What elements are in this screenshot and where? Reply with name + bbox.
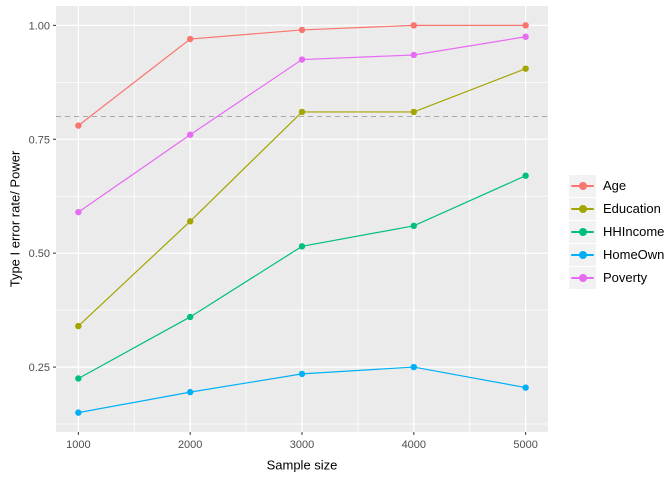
series-homeown — [75, 363, 529, 416]
data-point — [522, 65, 529, 72]
data-point — [75, 322, 82, 330]
data-point — [522, 172, 529, 179]
axis-ticks — [53, 24, 527, 435]
y-tick-label: 0.75 — [29, 134, 50, 146]
legend-item-hhincome: HHIncome — [569, 220, 664, 243]
legend-key-icon — [569, 174, 596, 197]
legend-item-age: Age — [569, 174, 664, 197]
series-education — [75, 65, 529, 330]
data-point — [522, 22, 529, 29]
legend-key-icon — [569, 197, 596, 220]
data-point — [298, 108, 306, 116]
legend-label: Poverty — [603, 270, 648, 285]
legend-label: HHIncome — [603, 224, 665, 239]
x-axis-title: Sample size — [266, 457, 338, 473]
data-point — [75, 409, 82, 416]
x-tick-label: 5000 — [513, 439, 537, 451]
series-age — [75, 22, 529, 129]
legend-item-education: Education — [569, 197, 664, 220]
legend-key-icon — [569, 266, 596, 289]
y-tick-label: 0.25 — [29, 362, 50, 374]
data-point — [186, 131, 194, 138]
legend-key-icon — [569, 220, 596, 243]
y-tick-label: 1.00 — [29, 20, 50, 32]
data-point — [298, 26, 306, 34]
x-tick-label: 1000 — [66, 439, 90, 451]
legend-label: Education — [603, 201, 661, 216]
data-point — [410, 51, 418, 59]
data-point — [75, 208, 82, 216]
legend-item-poverty: Poverty — [569, 266, 664, 289]
x-tick-label: 4000 — [402, 439, 426, 451]
data-point — [75, 122, 82, 129]
data-point — [186, 313, 194, 321]
x-tick-label: 3000 — [290, 439, 314, 451]
data-point — [186, 218, 194, 225]
legend-label: HomeOwn — [603, 247, 665, 262]
data-point — [186, 35, 194, 43]
data-point — [410, 222, 418, 230]
series-hhincome — [75, 172, 529, 382]
axis-tick-labels: 1000 2000 3000 4000 5000 0.25 0.50 0.75 1.00 — [29, 20, 538, 451]
x-tick-label: 2000 — [178, 439, 202, 451]
data-point — [298, 370, 306, 378]
legend-key-icon — [569, 243, 596, 266]
data-point — [522, 33, 529, 40]
data-point — [186, 388, 194, 396]
legend-label: Age — [603, 178, 627, 193]
legend: Age Education HHIncome HomeOwn Poverty — [569, 174, 664, 289]
y-axis-title: Type I error rate/ Power — [7, 150, 23, 288]
data-point — [410, 22, 418, 29]
data-point — [298, 56, 306, 63]
series-poverty — [75, 33, 529, 216]
data-point — [410, 108, 418, 116]
y-tick-label: 0.50 — [29, 248, 50, 260]
legend-item-homeown: HomeOwn — [569, 243, 664, 266]
data-point — [522, 384, 529, 391]
data-point — [298, 243, 306, 250]
data-point — [75, 375, 82, 382]
data-point — [410, 363, 418, 371]
